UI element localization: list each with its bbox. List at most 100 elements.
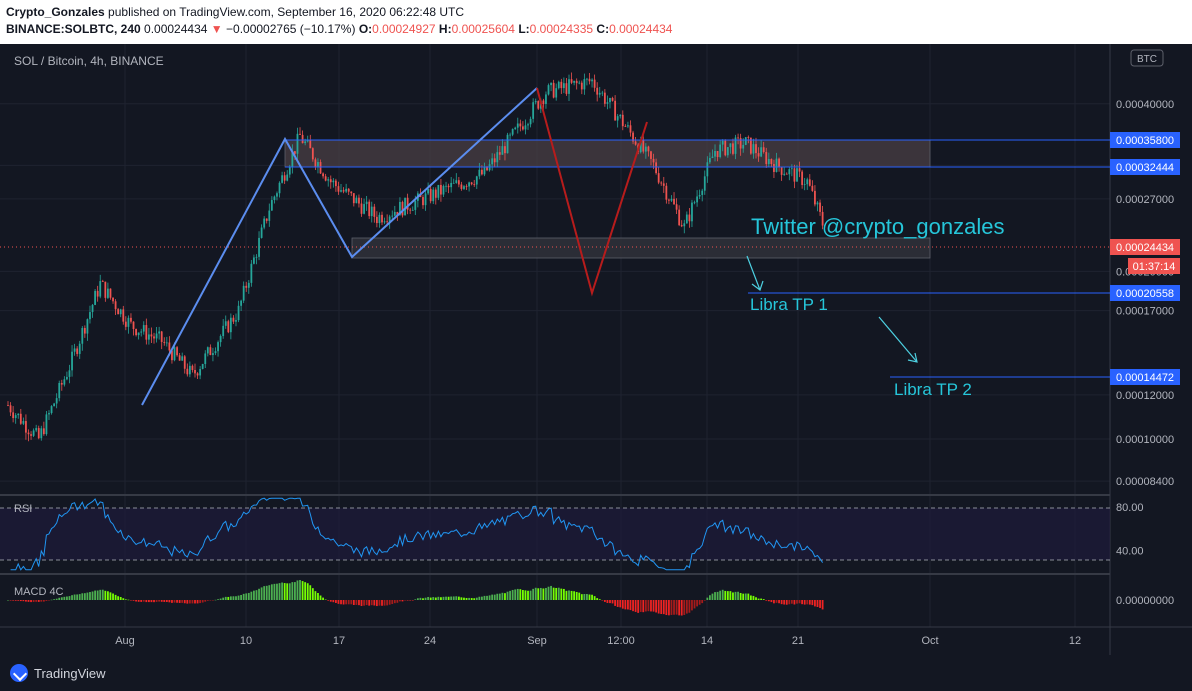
macd-bar xyxy=(796,600,798,604)
macd-bar xyxy=(760,598,763,600)
macd-bar xyxy=(393,600,396,604)
candle-body xyxy=(609,97,611,103)
candle-body xyxy=(519,123,522,127)
macd-bar xyxy=(135,600,137,602)
pattern-zigzag-blue[interactable] xyxy=(141,87,538,406)
candle-body xyxy=(498,152,501,155)
candle-body xyxy=(334,180,337,187)
candle-body xyxy=(808,179,811,186)
macd-bar xyxy=(73,594,76,600)
price-label-tp1[interactable]: 0.00020558 xyxy=(1110,285,1180,301)
candle-body xyxy=(209,347,212,356)
price-label-tp2[interactable]: 0.00014472 xyxy=(1110,369,1180,385)
candle-body xyxy=(680,225,683,227)
macd-bar xyxy=(237,595,240,600)
tradingview-logo[interactable]: TradingView xyxy=(10,664,106,682)
candle-body xyxy=(58,382,61,399)
candle-body xyxy=(370,206,373,217)
macd-bar xyxy=(258,588,260,600)
currency-badge[interactable] xyxy=(1130,49,1164,67)
macd-bar xyxy=(757,598,760,600)
price-change: −0.00002765 (−10.17%) xyxy=(226,22,356,36)
candle-body xyxy=(447,185,450,188)
rsi-axis[interactable]: 80.00 40.00 xyxy=(1116,502,1144,557)
macd-bar xyxy=(486,595,488,600)
macd-bar xyxy=(447,596,450,600)
tp2-annotation[interactable]: Libra TP 2 xyxy=(894,380,972,399)
macd-bar xyxy=(744,593,747,600)
candle-body xyxy=(483,166,486,175)
macd-bar xyxy=(311,588,314,600)
candle-body xyxy=(632,132,634,142)
macd-bar xyxy=(688,600,691,613)
macd-bar xyxy=(158,600,161,602)
candle-body xyxy=(214,351,217,354)
candle-body xyxy=(235,320,237,322)
candle-body xyxy=(347,188,350,192)
candle-body xyxy=(580,82,583,90)
macd-bar xyxy=(568,590,570,600)
candle-body xyxy=(240,300,243,306)
rsi-band-fill xyxy=(0,508,1110,560)
candle-body xyxy=(773,163,775,172)
candle-body xyxy=(109,288,112,298)
last-price-label[interactable]: 0.00024434 xyxy=(1110,239,1180,255)
candle-body xyxy=(286,174,289,181)
macd-bar xyxy=(227,596,230,600)
candle-body xyxy=(391,215,394,217)
macd-bar xyxy=(178,600,181,603)
macd-bar xyxy=(183,600,186,604)
candle-body xyxy=(537,101,540,109)
candle-body xyxy=(375,216,378,224)
macd-bar xyxy=(181,600,184,603)
macd-bar xyxy=(583,594,586,600)
macd-bar xyxy=(406,600,409,601)
candle-body xyxy=(534,101,537,103)
macd-bar xyxy=(724,590,727,600)
support-zone[interactable] xyxy=(351,237,931,259)
macd-bar xyxy=(693,600,696,609)
macd-bar xyxy=(647,600,650,612)
arrow-icon[interactable] xyxy=(878,316,918,363)
macd-label[interactable]: MACD 4C xyxy=(14,586,64,598)
candle-body xyxy=(332,180,335,183)
candle-body xyxy=(606,102,609,104)
candle-body xyxy=(319,162,322,174)
twitter-annotation[interactable]: Twitter @crypto_gonzales xyxy=(751,214,1004,239)
candle-body xyxy=(598,92,601,95)
candle-body xyxy=(760,147,763,157)
candle-body xyxy=(457,180,460,185)
candle-body xyxy=(283,175,286,181)
macd-bar xyxy=(483,595,486,600)
macd-bar xyxy=(40,600,43,602)
candle-body xyxy=(719,144,722,158)
macd-bar xyxy=(81,593,84,600)
macd-bar xyxy=(427,596,430,600)
resistance-zone[interactable] xyxy=(284,139,931,168)
macd-bar xyxy=(76,594,79,600)
candle-body xyxy=(345,188,348,192)
candle-body xyxy=(324,176,327,181)
time-axis[interactable]: Aug 10 17 24 Sep 12:00 14 21 Oct 12 xyxy=(115,635,1081,647)
macd-bar xyxy=(404,600,406,601)
candle-body xyxy=(524,125,527,130)
chart-canvas[interactable]: SOL / Bitcoin, 4h, BINANCE Twitter @cryp… xyxy=(0,44,1192,655)
candle-body xyxy=(527,124,529,126)
candle-body xyxy=(112,297,114,302)
candle-body xyxy=(365,201,368,205)
price-label-358[interactable]: 0.00035800 xyxy=(1110,132,1180,148)
price-label-324[interactable]: 0.00032444 xyxy=(1110,159,1180,175)
macd-axis[interactable]: 0.00000000 xyxy=(1116,595,1174,607)
candle-body xyxy=(670,198,673,201)
macd-bar xyxy=(785,600,788,605)
candle-body xyxy=(153,336,155,339)
rsi-label[interactable]: RSI xyxy=(14,503,32,515)
tp1-annotation[interactable]: Libra TP 1 xyxy=(750,295,828,314)
pattern-zigzag-red[interactable] xyxy=(536,87,648,297)
arrow-icon[interactable] xyxy=(746,255,764,291)
macd-bar xyxy=(147,600,150,603)
candle-body xyxy=(545,94,547,104)
author-name[interactable]: Crypto_Gonzales xyxy=(6,5,105,19)
macd-bar xyxy=(204,600,207,602)
candle-body xyxy=(532,102,535,119)
